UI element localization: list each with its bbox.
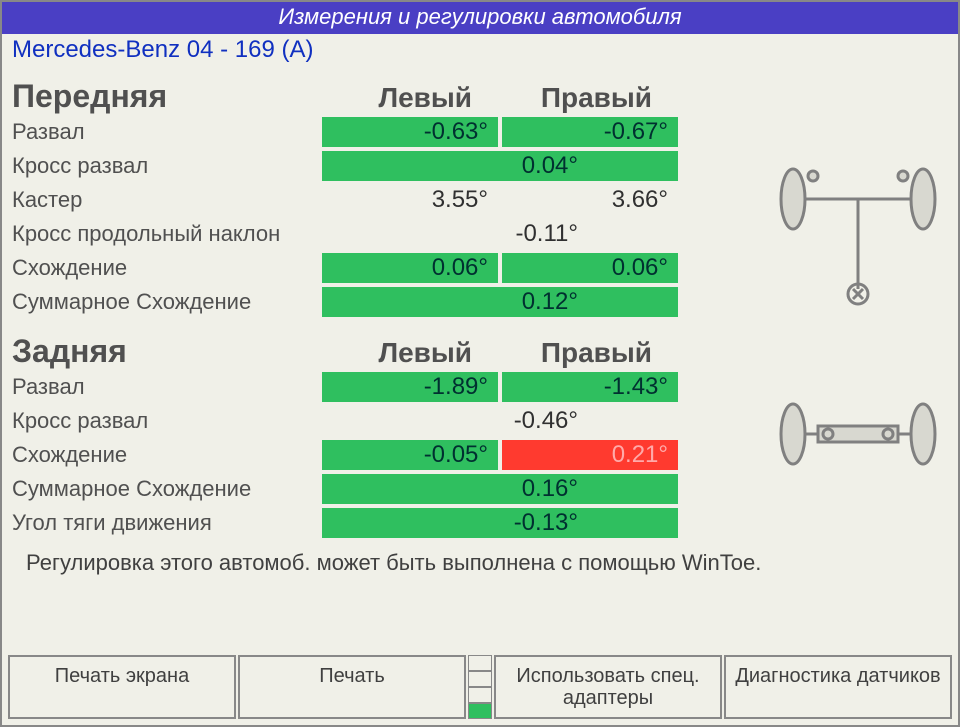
value-cell: -0.11° (322, 219, 678, 249)
value-cell-right: -0.67° (502, 117, 678, 147)
wintoe-hint: Регулировка этого автомоб. может быть вы… (2, 540, 958, 580)
measurement-row: Суммарное Схождение0.16° (12, 472, 758, 506)
value-cell-right: 3.66° (502, 185, 678, 215)
measurement-row: Кросс развал-0.46° (12, 404, 758, 438)
button-bar: Печать экрана Печать Использовать спец. … (8, 655, 952, 719)
front-title: Передняя (12, 78, 322, 115)
value-cell: 0.04° (322, 151, 678, 181)
value-cell: -0.46° (322, 406, 678, 436)
value-cell-right: -1.43° (502, 372, 678, 402)
value-cell-left: -1.89° (322, 372, 498, 402)
rear-section-header: Задняя Левый Правый (12, 333, 758, 370)
col-left: Левый (322, 82, 502, 114)
row-label: Угол тяги движения (12, 510, 322, 536)
value-cell: 0.12° (322, 287, 678, 317)
measurement-row: Развал-1.89°-1.43° (12, 370, 758, 404)
measurement-row: Развал-0.63°-0.67° (12, 115, 758, 149)
row-label: Кастер (12, 187, 322, 213)
measurement-row: Кросс продольный наклон-0.11° (12, 217, 758, 251)
measurement-row: Угол тяги движения-0.13° (12, 506, 758, 540)
value-cell: 0.16° (322, 474, 678, 504)
value-cell-left: 3.55° (322, 185, 498, 215)
measurement-row: Кросс развал0.04° (12, 149, 758, 183)
row-label: Кросс развал (12, 153, 322, 179)
col-right: Правый (502, 337, 682, 369)
print-screen-button[interactable]: Печать экрана (8, 655, 236, 719)
row-label: Суммарное Схождение (12, 289, 322, 315)
value-cell-right: 0.21° (502, 440, 678, 470)
value-cell-left: -0.05° (322, 440, 498, 470)
measurements-table: Передняя Левый Правый Развал-0.63°-0.67°… (12, 64, 758, 540)
print-button[interactable]: Печать (238, 655, 466, 719)
value-cell-left: -0.63° (322, 117, 498, 147)
row-label: Схождение (12, 442, 322, 468)
row-label: Суммарное Схождение (12, 476, 322, 502)
value-cell-right: 0.06° (502, 253, 678, 283)
adapters-button[interactable]: Использовать спец. адаптеры (494, 655, 722, 719)
measurement-row: Суммарное Схождение0.12° (12, 285, 758, 319)
title-bar: Измерения и регулировки автомобиля (2, 2, 958, 34)
axle-diagram (758, 64, 948, 540)
col-right: Правый (502, 82, 682, 114)
value-cell-left: 0.06° (322, 253, 498, 283)
measurement-row: Схождение0.06°0.06° (12, 251, 758, 285)
vehicle-model: Mercedes-Benz 04 - 169 (A) (2, 34, 958, 64)
measurement-row: Схождение-0.05°0.21° (12, 438, 758, 472)
row-label: Развал (12, 119, 322, 145)
measurement-row: Кастер3.55°3.66° (12, 183, 758, 217)
front-section-header: Передняя Левый Правый (12, 78, 758, 115)
sensors-button[interactable]: Диагностика датчиков (724, 655, 952, 719)
row-label: Развал (12, 374, 322, 400)
row-label: Схождение (12, 255, 322, 281)
status-indicator (468, 655, 492, 719)
rear-title: Задняя (12, 333, 322, 370)
value-cell: -0.13° (322, 508, 678, 538)
col-left: Левый (322, 337, 502, 369)
row-label: Кросс продольный наклон (12, 221, 322, 247)
row-label: Кросс развал (12, 408, 322, 434)
